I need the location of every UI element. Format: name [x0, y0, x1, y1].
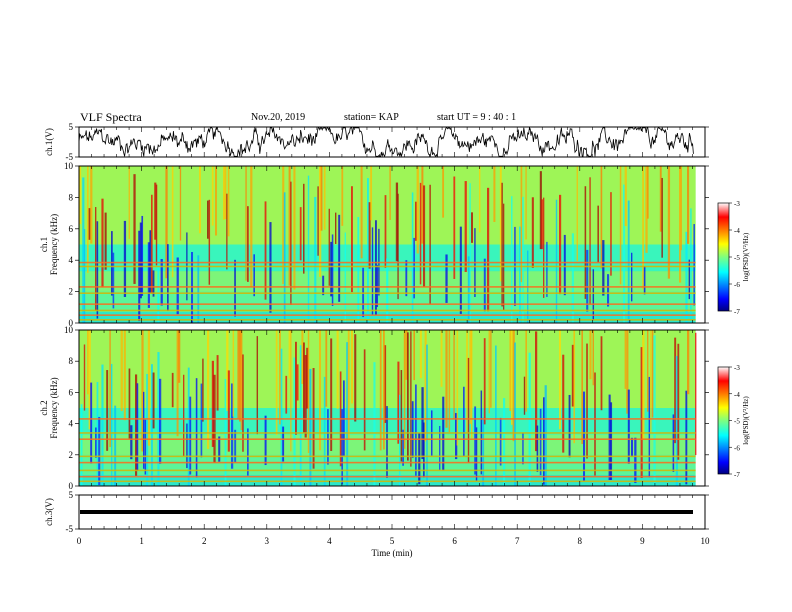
ch2-spectrogram-ytick-label: 6: [69, 387, 74, 397]
ch1-spectrogram-ytick-label: 4: [69, 255, 74, 265]
ch1-spectrogram-ylabel: ch.1: [39, 237, 49, 252]
x-tick-label: 4: [327, 536, 332, 546]
colorbar-label: log(PSD)(V²/Hz): [742, 232, 750, 281]
colorbar-tick-label: -6: [734, 444, 740, 452]
ch2-spectrogram-image: [79, 330, 697, 486]
ch1-spectrogram-ytick-label: 8: [69, 192, 74, 202]
colorbar-tick-label: -3: [734, 364, 740, 372]
colorbar-tick-label: -4: [734, 391, 740, 399]
colorbar-tick-label: -6: [734, 281, 740, 289]
colorbar-2: [717, 366, 730, 475]
ch2-spectrogram-ytick-label: 4: [69, 419, 74, 429]
x-tick-label: 3: [265, 536, 270, 546]
x-tick-label: 7: [515, 536, 520, 546]
colorbar-tick-label: -3: [734, 200, 740, 208]
figure-title: VLF Spectra: [80, 110, 142, 124]
ch1-spectrogram-ytick-label: 10: [64, 161, 74, 171]
ch1-spectrogram-ylabel: Frequency (kHz): [49, 214, 59, 275]
ch3-waveform-ylabel: ch.3(V): [44, 498, 54, 526]
ch1-spectrogram-ytick-label: 2: [69, 287, 74, 297]
ch1-waveform-trace: [78, 126, 694, 158]
x-tick-label: 8: [578, 536, 583, 546]
colorbar-label: log(PSD)(V²/Hz): [742, 396, 750, 445]
date-label: Nov.20, 2019: [251, 112, 306, 123]
ch2-spectrogram-ylabel: ch.2: [39, 400, 49, 415]
x-tick-label: 5: [390, 536, 395, 546]
colorbar-tick-label: -5: [734, 418, 740, 426]
colorbar-1: [717, 202, 730, 312]
ch2-spectrogram-ytick-label: 10: [64, 325, 74, 335]
ch1-waveform-ylabel: ch.1(V): [44, 128, 54, 156]
station-label: station= KAP: [344, 112, 399, 123]
ch1-spectrogram-image: [79, 166, 696, 323]
colorbar-tick-label: -7: [734, 308, 740, 316]
ch2-spectrogram-ytick-label: 0: [69, 481, 74, 491]
x-tick-label: 2: [202, 536, 207, 546]
x-axis-label: Time (min): [372, 548, 413, 558]
ch1-waveform-ytick-label: 5: [69, 122, 74, 132]
colorbar-tick-label: -5: [734, 254, 740, 262]
ch2-spectrogram-ylabel: Frequency (kHz): [49, 377, 59, 438]
x-tick-label: 6: [452, 536, 457, 546]
x-tick-label: 1: [139, 536, 144, 546]
colorbar-tick-label: -7: [734, 471, 740, 479]
x-tick-label: 0: [77, 536, 82, 546]
ch2-spectrogram-ytick-label: 2: [69, 450, 74, 460]
colorbar-tick-label: -4: [734, 227, 740, 235]
ch3-waveform-ytick-label: 5: [69, 490, 74, 500]
x-tick-label: 10: [701, 536, 711, 546]
ch3-waveform-ytick-label: -5: [66, 524, 74, 534]
ch1-waveform-ytick-label: -5: [66, 152, 74, 162]
ch1-spectrogram-ytick-label: 6: [69, 224, 74, 234]
ch1-spectrogram-ytick-label: 0: [69, 318, 74, 328]
ch2-spectrogram-ytick-label: 8: [69, 356, 74, 366]
start-time-label: start UT = 9 : 40 : 1: [437, 112, 517, 123]
x-tick-label: 9: [640, 536, 645, 546]
